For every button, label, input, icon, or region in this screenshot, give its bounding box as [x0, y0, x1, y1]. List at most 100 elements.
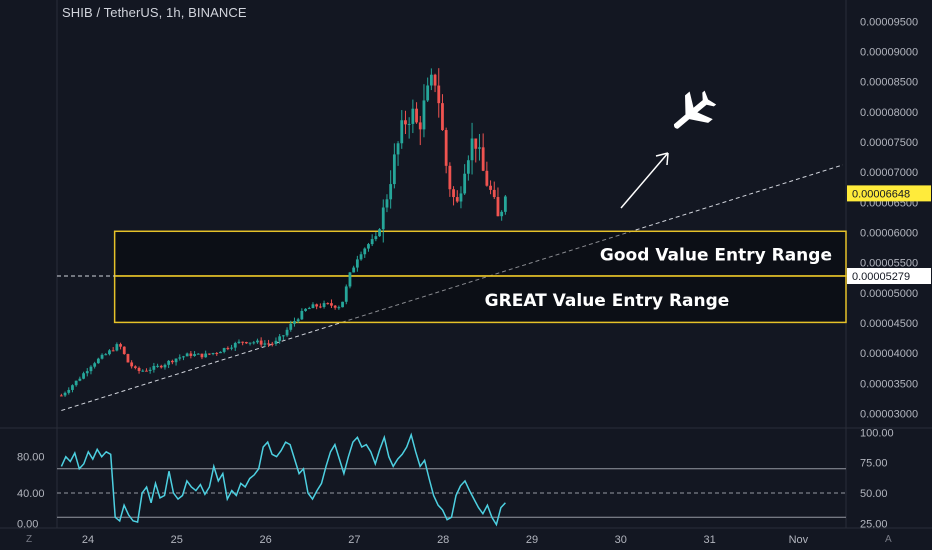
candle-body [433, 74, 437, 86]
great-range-box [113, 275, 847, 324]
candle-body [326, 303, 330, 305]
candle-body [485, 170, 489, 186]
time-tick-label: 27 [348, 534, 360, 546]
candle-body [289, 323, 293, 330]
candle-body [322, 303, 326, 307]
good-range-label: Good Value Entry Range [600, 246, 832, 266]
candle-body [337, 307, 341, 309]
price-tick-label: 0.00004000 [860, 348, 918, 360]
candle-body [466, 160, 470, 174]
trendline-dashed [61, 164, 843, 411]
candle-body [148, 369, 152, 371]
candle-body [429, 74, 433, 86]
candle-body [100, 354, 104, 359]
timezone-button[interactable]: Z [26, 534, 33, 545]
price-tick-label: 0.00006000 [860, 227, 918, 239]
candle-body [244, 342, 248, 344]
candle-body [496, 197, 500, 217]
price-tick-label: 0.00005000 [860, 288, 918, 300]
candle-body [196, 353, 200, 355]
time-tick-label: 31 [703, 534, 715, 546]
candle-body [344, 286, 348, 302]
rsi-line [60, 432, 506, 527]
candle-body [256, 340, 259, 343]
candle-body [444, 130, 448, 166]
candle-body [200, 353, 204, 358]
price-tick-label: 0.00009000 [860, 46, 918, 58]
airplane-shape [673, 90, 717, 129]
candle-body [370, 239, 374, 245]
candle-body [59, 395, 63, 397]
candle-body [274, 340, 278, 344]
rsi-right-tick: 50.00 [860, 488, 888, 500]
candle-body [130, 362, 134, 367]
price-tick-label: 0.00008500 [860, 77, 918, 89]
rsi-panel [60, 432, 506, 527]
candle-body [230, 347, 233, 349]
candle-body [222, 348, 226, 352]
auto-scale-button[interactable]: A [885, 534, 892, 545]
candle-body [82, 373, 85, 379]
candle-body [307, 308, 311, 310]
candle-body [85, 371, 89, 374]
candle-body [396, 143, 400, 155]
candle-body [226, 348, 230, 350]
candles [59, 68, 507, 397]
candle-body [452, 189, 455, 198]
time-tick-label: 30 [615, 534, 627, 546]
time-tick-label: 25 [171, 534, 183, 546]
rsi-left-tick: 0.00 [17, 518, 38, 530]
candle-body [355, 259, 359, 268]
rsi-right-tick: 100.00 [860, 427, 894, 439]
candle-body [170, 360, 174, 363]
candle-body [492, 189, 496, 198]
great-range-label: GREAT Value Entry Range [485, 291, 730, 311]
candle-body [459, 193, 463, 202]
candle-body [71, 385, 74, 390]
candle-body [185, 353, 189, 357]
grid [0, 0, 932, 529]
candle-body [470, 138, 474, 161]
candle-body [248, 342, 252, 344]
candle-body [211, 353, 215, 355]
candle-body [363, 248, 367, 255]
time-tick-label: 28 [437, 534, 449, 546]
candle-body [437, 85, 441, 104]
candle-body [315, 304, 319, 307]
candle-body [96, 358, 100, 364]
candle-body [119, 344, 122, 347]
candle-body [389, 184, 393, 200]
candle-body [233, 342, 237, 348]
candle-body [404, 120, 407, 125]
candle-body [207, 353, 211, 355]
candle-body [133, 366, 137, 368]
candle-body [219, 351, 222, 354]
trendline [61, 164, 843, 411]
time-tick-label: 24 [82, 534, 94, 546]
candle-body [89, 366, 93, 372]
candle-body [385, 199, 389, 208]
price-tick-label: 0.00007500 [860, 137, 918, 149]
arrow-head [655, 152, 669, 166]
candle-body [341, 301, 344, 308]
rsi-left-tick: 80.00 [17, 452, 45, 464]
candle-body [215, 353, 219, 355]
candle-body [204, 353, 208, 358]
candle-body [481, 147, 485, 171]
candle-body [500, 211, 504, 217]
candle-body [174, 358, 178, 363]
candle-body [352, 267, 356, 273]
airplane-icon [673, 90, 717, 129]
candle-body [126, 354, 130, 363]
candle-body [411, 108, 415, 124]
candle-body [193, 354, 196, 356]
candle-body [474, 138, 478, 149]
candle-body [448, 165, 452, 190]
candle-body [267, 343, 270, 345]
candle-body [178, 357, 182, 359]
candle-body [426, 85, 430, 101]
price-tick-label: 0.00003000 [860, 409, 918, 421]
price-tick-label: 0.00005500 [860, 258, 918, 270]
rsi-left-tick: 40.00 [17, 488, 45, 500]
